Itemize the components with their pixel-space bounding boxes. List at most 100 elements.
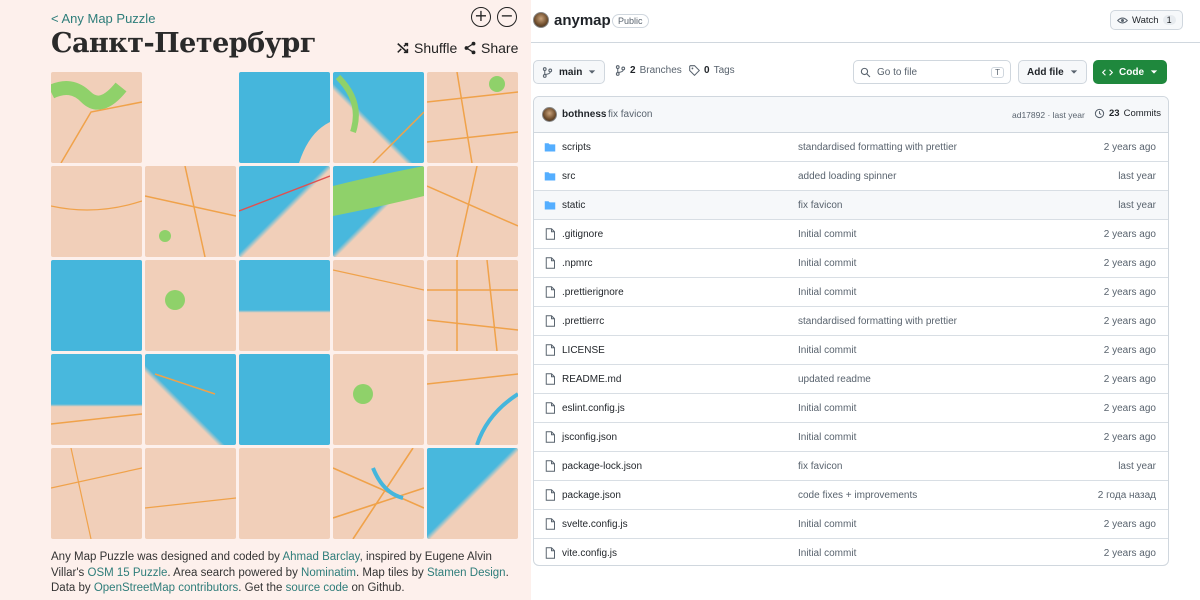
puzzle-tile[interactable] xyxy=(145,260,236,351)
file-commit-message[interactable]: Initial commit xyxy=(798,287,857,298)
repo-name[interactable]: anymap xyxy=(554,12,611,29)
file-commit-message[interactable]: standardised formatting with prettier xyxy=(798,142,957,153)
file-name[interactable]: .prettierignore xyxy=(562,287,624,298)
file-commit-message[interactable]: fix favicon xyxy=(798,200,843,211)
commits-count: 23 xyxy=(1109,108,1120,119)
stamen-link[interactable]: Stamen Design xyxy=(426,566,506,579)
file-commit-message[interactable]: code fixes + improvements xyxy=(798,490,918,501)
commits-link[interactable]: 23 Commits xyxy=(1094,108,1161,119)
puzzle-tile[interactable] xyxy=(145,354,236,445)
puzzle-tile[interactable] xyxy=(239,72,330,163)
file-row[interactable]: README.md updated readme 2 years ago xyxy=(534,365,1168,394)
file-name[interactable]: static xyxy=(562,200,586,211)
puzzle-tile[interactable] xyxy=(51,260,142,351)
file-row[interactable]: src added loading spinner last year xyxy=(534,162,1168,191)
puzzle-tile[interactable] xyxy=(51,72,142,163)
branch-selector[interactable]: main xyxy=(533,60,606,84)
file-commit-message[interactable]: added loading spinner xyxy=(798,171,897,182)
puzzle-tile[interactable] xyxy=(239,260,330,351)
file-name[interactable]: LICENSE xyxy=(562,345,605,356)
repo-header: anymap Public Watch 1 xyxy=(531,0,1200,43)
watch-button[interactable]: Watch 1 xyxy=(1110,10,1183,30)
add-file-button[interactable]: Add file xyxy=(1018,60,1087,84)
puzzle-tile[interactable] xyxy=(427,354,518,445)
file-commit-message[interactable]: fix favicon xyxy=(798,461,843,472)
file-commit-time: 2 years ago xyxy=(1103,142,1156,153)
file-row[interactable]: .gitignore Initial commit 2 years ago xyxy=(534,220,1168,249)
file-commit-message[interactable]: Initial commit xyxy=(798,229,857,240)
commit-author[interactable]: bothness xyxy=(562,109,607,120)
file-row[interactable]: vite.config.js Initial commit 2 years ago xyxy=(534,539,1168,565)
commit-hash[interactable]: ad17892 · last year xyxy=(1012,110,1085,120)
file-name[interactable]: scripts xyxy=(562,142,591,153)
zoom-out-button[interactable]: − xyxy=(497,7,517,27)
file-commit-message[interactable]: Initial commit xyxy=(798,345,857,356)
file-row[interactable]: svelte.config.js Initial commit 2 years ag… xyxy=(534,510,1168,539)
source-code-link[interactable]: source code xyxy=(285,582,349,594)
puzzle-tile[interactable] xyxy=(145,166,236,257)
file-row[interactable]: .npmrc Initial commit 2 years ago xyxy=(534,249,1168,278)
file-row[interactable]: package-lock.json fix favicon last year xyxy=(534,452,1168,481)
file-name[interactable]: .prettierrc xyxy=(562,316,605,327)
file-row[interactable]: scripts standardised formatting with pret… xyxy=(534,133,1168,162)
file-commit-message[interactable]: Initial commit xyxy=(798,432,857,443)
share-label: Share xyxy=(481,40,519,56)
puzzle-tile[interactable] xyxy=(333,72,424,163)
file-row[interactable]: .prettierignore Initial commit 2 years ago xyxy=(534,278,1168,307)
code-button[interactable]: Code xyxy=(1093,60,1167,84)
tags-link[interactable]: 0 Tags xyxy=(689,65,735,76)
file-commit-message[interactable]: Initial commit xyxy=(798,403,857,414)
file-name[interactable]: .gitignore xyxy=(562,229,604,240)
shuffle-button[interactable]: Shuffle xyxy=(396,40,457,56)
puzzle-tile[interactable] xyxy=(51,354,142,445)
file-name[interactable]: package.json xyxy=(562,490,621,501)
commit-message[interactable]: fix favicon xyxy=(608,109,653,120)
file-name[interactable]: .npmrc xyxy=(562,258,593,269)
puzzle-tile[interactable] xyxy=(427,260,518,351)
file-row[interactable]: LICENSE Initial commit 2 years ago xyxy=(534,336,1168,365)
file-commit-time: 2 years ago xyxy=(1103,316,1156,327)
branches-link[interactable]: 2 Branches xyxy=(615,65,682,76)
go-to-file-input[interactable]: Go to file T xyxy=(853,60,1011,84)
file-name[interactable]: vite.config.js xyxy=(562,548,618,559)
file-row[interactable]: eslint.config.js Initial commit 2 years ag… xyxy=(534,394,1168,423)
file-name[interactable]: src xyxy=(562,171,576,182)
back-link[interactable]: < Any Map Puzzle xyxy=(51,11,156,26)
file-commit-message[interactable]: Initial commit xyxy=(798,258,857,269)
puzzle-tile[interactable] xyxy=(427,166,518,257)
file-row[interactable]: .prettierrc standardised formatting with … xyxy=(534,307,1168,336)
puzzle-tile[interactable] xyxy=(239,166,330,257)
file-row[interactable]: static fix favicon last year xyxy=(534,191,1168,220)
puzzle-tile[interactable] xyxy=(51,448,142,539)
puzzle-tile[interactable] xyxy=(239,448,330,539)
osm-link[interactable]: OpenStreetMap contributors xyxy=(93,582,239,594)
file-name[interactable]: package-lock.json xyxy=(562,461,643,472)
file-commit-message[interactable]: Initial commit xyxy=(798,548,857,559)
zoom-in-button[interactable]: + xyxy=(471,7,491,27)
author-link[interactable]: Ahmad Barclay xyxy=(282,551,360,563)
nominatim-link[interactable]: Nominatim xyxy=(301,566,356,579)
file-name[interactable]: svelte.config.js xyxy=(562,519,628,530)
puzzle-tile[interactable] xyxy=(333,260,424,351)
inspiration-link[interactable]: OSM 15 Puzzle xyxy=(87,566,168,579)
avatar[interactable] xyxy=(542,107,557,122)
file-name[interactable]: jsconfig.json xyxy=(562,432,618,443)
file-row[interactable]: jsconfig.json Initial commit 2 years ago xyxy=(534,423,1168,452)
file-commit-message[interactable]: updated readme xyxy=(798,374,871,385)
puzzle-tile[interactable] xyxy=(427,448,518,539)
puzzle-tile[interactable] xyxy=(145,448,236,539)
puzzle-tile[interactable] xyxy=(333,448,424,539)
file-row[interactable]: package.json code fixes + improvements 2 г… xyxy=(534,481,1168,510)
file-commit-message[interactable]: standardised formatting with prettier xyxy=(798,316,957,327)
share-button[interactable]: Share xyxy=(463,40,518,56)
puzzle-tile[interactable] xyxy=(51,166,142,257)
file-name[interactable]: README.md xyxy=(562,374,622,385)
puzzle-tile[interactable] xyxy=(427,72,518,163)
file-name[interactable]: eslint.config.js xyxy=(562,403,625,414)
file-commit-message[interactable]: Initial commit xyxy=(798,519,857,530)
puzzle-tile[interactable] xyxy=(333,354,424,445)
puzzle-tile[interactable] xyxy=(239,354,330,445)
avatar[interactable] xyxy=(533,12,549,28)
credits-segment: on Github. xyxy=(348,582,405,594)
puzzle-tile[interactable] xyxy=(333,166,424,257)
